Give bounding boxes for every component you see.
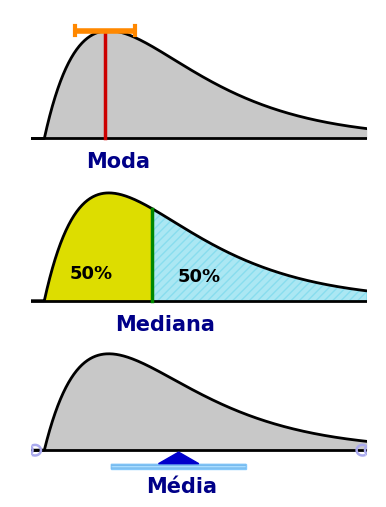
Text: Moda: Moda: [86, 153, 150, 172]
Polygon shape: [159, 452, 199, 464]
Text: 50%: 50%: [70, 265, 113, 283]
Polygon shape: [152, 208, 367, 301]
Text: Média: Média: [147, 477, 217, 497]
Polygon shape: [31, 193, 152, 301]
Bar: [112, 464, 246, 469]
Text: 50%: 50%: [178, 268, 221, 286]
Text: Mediana: Mediana: [115, 315, 215, 335]
